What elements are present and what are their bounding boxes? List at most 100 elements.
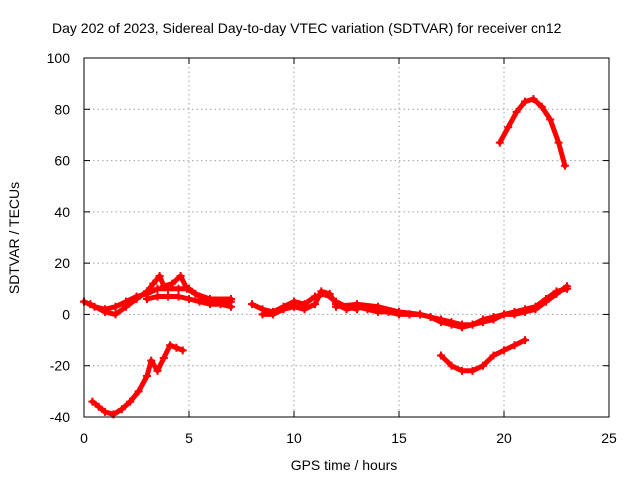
data-point <box>178 346 187 355</box>
data-point <box>521 336 529 345</box>
data-point <box>468 320 477 329</box>
data-point <box>88 397 97 406</box>
series-arc-low-right <box>437 336 529 375</box>
y-tick-label: 60 <box>54 153 70 169</box>
data-point <box>546 115 555 124</box>
data-point <box>447 361 456 370</box>
data-point <box>191 289 200 298</box>
data-point <box>416 310 424 319</box>
data-point <box>166 341 175 350</box>
y-tick-label: -20 <box>50 358 70 374</box>
data-point <box>195 297 204 306</box>
data-point <box>269 310 277 319</box>
series-arc-low-left <box>88 341 187 419</box>
data-point <box>529 95 538 104</box>
series-arc-main-2 <box>86 271 235 319</box>
data-point <box>504 123 513 132</box>
data-point <box>159 282 168 291</box>
data-point <box>479 315 487 324</box>
data-point <box>437 318 445 327</box>
series-line <box>497 96 568 169</box>
y-tick-label: 20 <box>54 255 70 271</box>
data-point <box>495 138 504 147</box>
data-point <box>147 356 156 365</box>
data-point <box>279 305 288 314</box>
data-point <box>542 295 550 304</box>
chart-title: Day 202 of 2023, Sidereal Day-to-day VTE… <box>52 20 562 36</box>
plot-frame <box>83 57 610 418</box>
data-point <box>554 138 563 147</box>
data-point <box>155 271 164 280</box>
y-tick-label: -40 <box>50 409 70 425</box>
data-point <box>153 366 162 375</box>
data-point <box>227 302 235 311</box>
x-tick-label: 0 <box>80 430 88 446</box>
data-point <box>176 271 185 280</box>
data-point <box>405 310 414 319</box>
series-arc-mid-4 <box>395 284 571 332</box>
y-tick-label: 0 <box>62 306 70 322</box>
data-point <box>512 107 521 116</box>
series-line <box>89 342 186 417</box>
data-point <box>332 302 340 311</box>
data-point <box>500 346 508 355</box>
y-tick-label: 40 <box>54 204 70 220</box>
data-point <box>185 295 193 304</box>
data-point <box>560 161 569 170</box>
x-tick-label: 25 <box>601 430 617 446</box>
data-point <box>531 302 540 311</box>
data-point <box>126 397 135 406</box>
data-point <box>132 295 141 304</box>
data-point <box>111 302 120 311</box>
data-point <box>510 341 519 350</box>
data-point <box>325 289 334 298</box>
data-series <box>80 95 571 419</box>
data-point <box>122 302 130 311</box>
data-point <box>248 300 256 309</box>
data-point <box>101 407 109 416</box>
data-point <box>143 295 151 304</box>
data-point <box>168 279 177 288</box>
data-point <box>258 310 267 319</box>
data-point <box>101 307 109 316</box>
data-point <box>521 305 529 314</box>
x-tick-label: 10 <box>286 430 302 446</box>
data-point <box>164 292 172 301</box>
data-point <box>227 295 235 304</box>
y-tick-label: 80 <box>54 101 70 117</box>
data-point <box>300 305 309 314</box>
x-tick-label: 20 <box>496 430 512 446</box>
data-point <box>143 371 151 380</box>
y-tick-label: 100 <box>47 50 71 66</box>
data-point <box>479 361 487 370</box>
x-tick-label: 15 <box>391 430 407 446</box>
data-point <box>353 300 361 309</box>
series-arc-high <box>495 95 569 170</box>
data-point <box>521 97 529 106</box>
data-point <box>311 300 319 309</box>
data-point <box>374 302 382 311</box>
data-point <box>468 366 477 375</box>
data-point <box>172 343 181 352</box>
data-point <box>86 300 95 309</box>
data-point <box>537 102 546 111</box>
data-point <box>174 284 183 293</box>
y-axis-label: SDTVAR / TECUs <box>6 182 22 294</box>
data-point <box>153 284 162 293</box>
data-point <box>426 312 435 321</box>
data-point <box>437 351 445 360</box>
data-point <box>153 292 162 301</box>
data-point <box>395 307 403 316</box>
data-point <box>216 300 225 309</box>
data-point <box>206 300 214 309</box>
data-point <box>143 287 151 296</box>
data-point <box>458 323 466 332</box>
data-point <box>290 302 298 311</box>
data-point <box>117 405 126 414</box>
data-point <box>317 287 326 296</box>
data-point <box>134 387 143 396</box>
series-arc-main-3 <box>143 292 235 311</box>
data-point <box>149 279 158 288</box>
data-point <box>552 287 561 296</box>
